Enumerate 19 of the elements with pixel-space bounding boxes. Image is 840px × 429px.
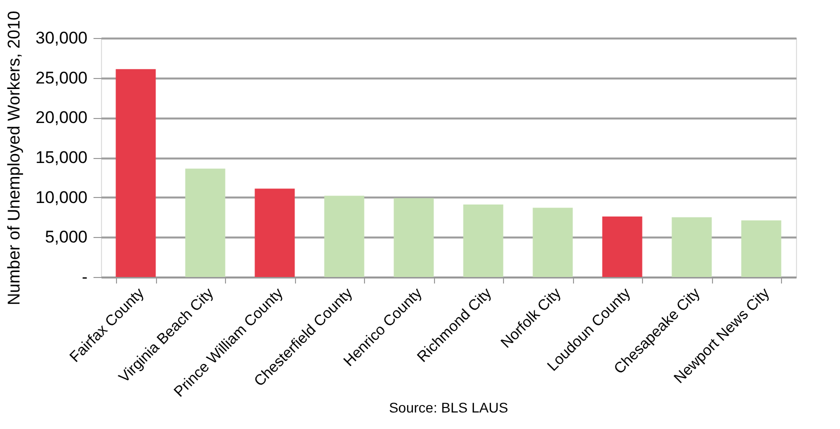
- bar: [532, 208, 573, 277]
- y-tick-label: 30,000: [36, 28, 88, 48]
- y-tick-label: -: [82, 268, 88, 286]
- y-tick-label: 15,000: [36, 148, 88, 167]
- y-tick-label: 10,000: [36, 188, 88, 207]
- y-tick-label: 5,000: [44, 228, 88, 247]
- y-axis-title: Number of Unemployed Workers, 2010: [4, 10, 24, 306]
- bar: [254, 188, 295, 277]
- bar: [185, 168, 226, 277]
- y-tick-label: 20,000: [36, 108, 88, 128]
- bar: [116, 69, 156, 277]
- y-tick-label: 25,000: [36, 68, 88, 88]
- bar: [394, 198, 434, 277]
- bar: [602, 216, 642, 277]
- bar: [741, 220, 782, 277]
- source-note: Source: BLS LAUS: [388, 399, 508, 416]
- bar: [672, 217, 712, 277]
- bar: [324, 196, 364, 277]
- bar: [463, 204, 504, 277]
